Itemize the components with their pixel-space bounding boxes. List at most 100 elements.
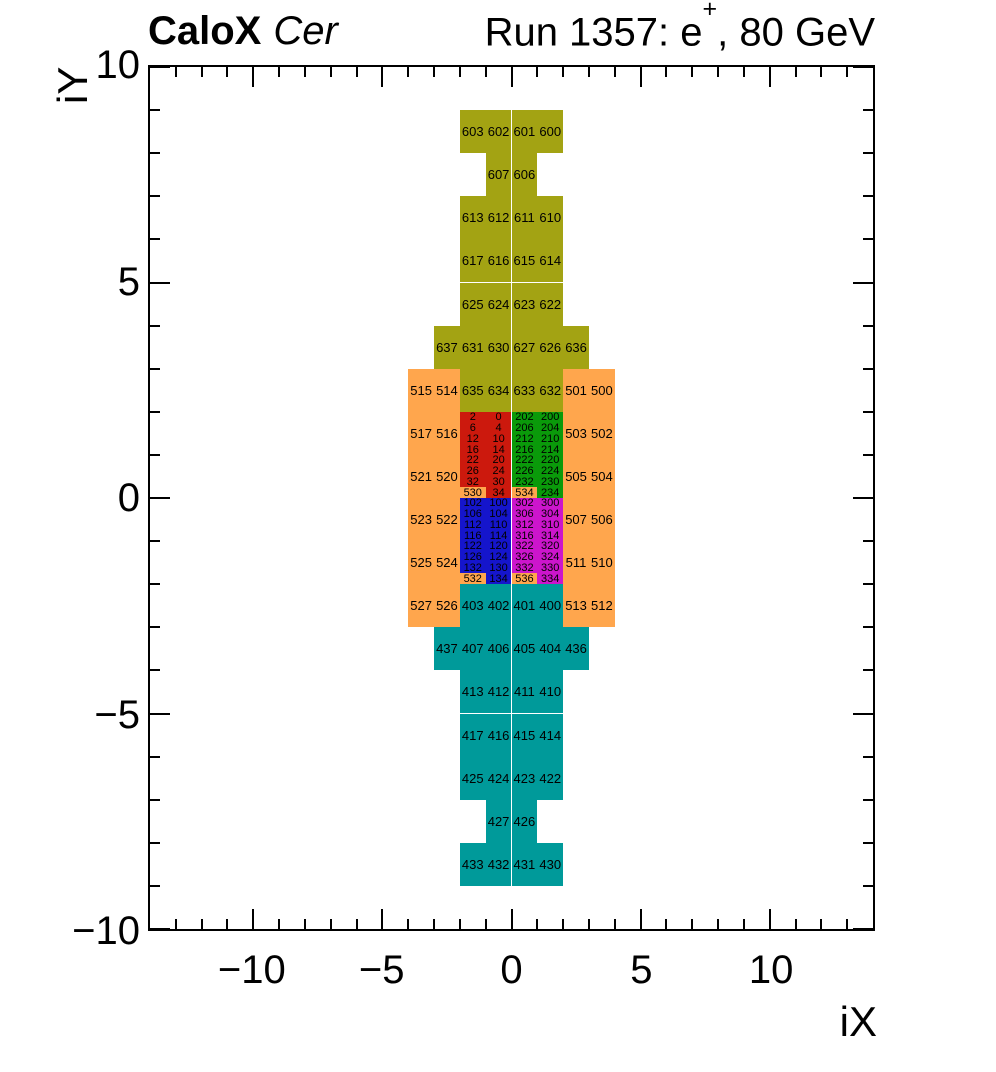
cell-106: 106 (459, 508, 486, 520)
cell-617: 617 (459, 239, 486, 283)
cell-102: 102 (459, 497, 486, 509)
x-minor-tick (303, 919, 306, 929)
run-info: Run 1357: e+, 80 GeV (485, 0, 875, 52)
cell-506: 506 (588, 498, 615, 542)
y-major-tick (853, 66, 873, 68)
cell-422: 422 (537, 756, 564, 800)
y-minor-tick (150, 367, 160, 370)
x-major-tick (252, 909, 255, 929)
y-minor-tick (863, 841, 873, 844)
cell-614: 614 (537, 239, 564, 283)
cell-316: 316 (511, 530, 538, 542)
cell-603: 603 (459, 110, 486, 154)
x-minor-tick (562, 67, 565, 77)
cell-326: 326 (511, 551, 538, 563)
cell-602: 602 (485, 110, 512, 154)
x-tick-label: 5 (630, 948, 653, 992)
y-minor-tick (150, 195, 160, 198)
x-minor-tick (484, 919, 487, 929)
x-major-tick (252, 67, 255, 87)
x-minor-tick (458, 67, 461, 77)
title-detector: Cer (273, 9, 338, 53)
x-minor-tick (329, 67, 332, 77)
x-major-tick (510, 909, 513, 929)
cell-20: 20 (485, 454, 512, 466)
y-major-tick (853, 281, 873, 284)
cell-424: 424 (485, 756, 512, 800)
cell-532: 532 (459, 573, 486, 585)
cell-104: 104 (485, 508, 512, 520)
x-minor-tick (691, 67, 694, 77)
x-minor-tick (433, 67, 436, 77)
cell-112: 112 (459, 519, 486, 531)
y-minor-tick (863, 324, 873, 327)
x-tick-label: −5 (358, 948, 405, 992)
cell-520: 520 (434, 454, 460, 498)
x-major-tick (381, 67, 384, 87)
y-tick-label: 0 (117, 476, 140, 520)
cell-623: 623 (511, 282, 538, 326)
cell-515: 515 (408, 368, 435, 412)
y-tick-label: 10 (95, 43, 141, 87)
cell-625: 625 (459, 282, 486, 326)
run-info-superscript: + (702, 0, 718, 24)
y-minor-tick (863, 152, 873, 155)
y-minor-tick (863, 626, 873, 629)
cell-4: 4 (485, 422, 512, 434)
cell-517: 517 (408, 411, 435, 455)
x-minor-tick (717, 67, 720, 77)
cell-130: 130 (485, 562, 512, 574)
y-minor-tick (150, 583, 160, 586)
x-minor-tick (355, 67, 358, 77)
cell-314: 314 (537, 530, 564, 542)
y-minor-tick (150, 841, 160, 844)
cell-631: 631 (459, 325, 486, 369)
y-minor-tick (863, 367, 873, 370)
y-minor-tick (150, 669, 160, 672)
x-tick-label: 0 (500, 948, 523, 992)
cell-124: 124 (485, 551, 512, 563)
cell-507: 507 (563, 498, 589, 542)
plot-frame: 603 602 601 600 607 606 613 612 611 610 617 616 615 6… (148, 65, 875, 931)
cell-16: 16 (459, 444, 486, 456)
y-minor-tick (150, 626, 160, 629)
cell-122: 122 (459, 540, 486, 552)
cell-216: 216 (511, 444, 538, 456)
y-major-tick (150, 281, 170, 284)
cell-612: 612 (485, 196, 512, 240)
cell-14: 14 (485, 444, 512, 456)
cell-534: 534 (511, 487, 538, 499)
cell-433: 433 (459, 842, 486, 886)
x-minor-tick (174, 919, 177, 929)
x-minor-tick (742, 919, 745, 929)
cell-324: 324 (537, 551, 564, 563)
cell-132: 132 (459, 562, 486, 574)
y-minor-tick (150, 324, 160, 327)
cell-530: 530 (459, 487, 486, 499)
x-minor-tick (303, 67, 306, 77)
cell-626: 626 (537, 325, 564, 369)
cell-630: 630 (485, 325, 512, 369)
y-minor-tick (863, 540, 873, 543)
cell-607: 607 (485, 153, 512, 197)
x-minor-tick (846, 919, 849, 929)
y-major-tick (150, 712, 170, 715)
y-minor-tick (150, 238, 160, 241)
y-minor-tick (150, 884, 160, 887)
y-minor-tick (150, 798, 160, 801)
cell-214: 214 (537, 444, 564, 456)
x-major-tick (639, 67, 642, 87)
cell-412: 412 (485, 670, 512, 714)
cell-636: 636 (563, 325, 589, 369)
y-minor-tick (150, 540, 160, 543)
cell-110: 110 (485, 519, 512, 531)
y-minor-tick (863, 755, 873, 758)
cell-615: 615 (511, 239, 538, 283)
y-major-tick (853, 712, 873, 715)
cell-536: 536 (511, 573, 538, 585)
cell-611: 611 (511, 196, 538, 240)
cell-312: 312 (511, 519, 538, 531)
cell-406: 406 (485, 627, 512, 671)
cell-510: 510 (588, 541, 615, 585)
cell-600: 600 (537, 110, 564, 154)
